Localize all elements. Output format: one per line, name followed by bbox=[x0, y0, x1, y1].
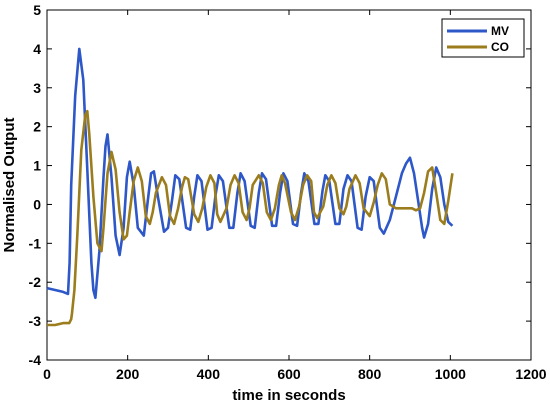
x-tick-label: 200 bbox=[116, 366, 140, 382]
x-tick-label: 0 bbox=[43, 366, 51, 382]
y-tick-label: 3 bbox=[33, 80, 41, 96]
x-tick-label: 600 bbox=[277, 366, 301, 382]
y-tick-label: -1 bbox=[29, 235, 42, 251]
x-axis-label: time in seconds bbox=[232, 387, 345, 404]
y-tick-label: 5 bbox=[33, 2, 41, 18]
x-tick-label: 1200 bbox=[515, 366, 546, 382]
series-layer bbox=[46, 47, 454, 327]
legend-entry-mv: MV bbox=[491, 24, 509, 38]
y-axis-label: Normalised Output bbox=[1, 117, 18, 252]
ticks-layer: 0 200 400 600 800 1000 1200 -4 -3 -2 -1 0 1 2 3 4 5 bbox=[29, 2, 547, 382]
series-line-co bbox=[47, 109, 454, 327]
legend: MV CO bbox=[441, 18, 525, 58]
x-tick-label: 800 bbox=[358, 366, 382, 382]
y-tick-label: 4 bbox=[33, 41, 41, 57]
y-tick-label: -4 bbox=[29, 352, 42, 368]
y-tick-label: 0 bbox=[33, 196, 41, 212]
y-tick-label: 2 bbox=[33, 119, 41, 135]
x-tick-label: 1000 bbox=[435, 366, 466, 382]
y-tick-label: 1 bbox=[33, 158, 41, 174]
legend-box bbox=[441, 18, 525, 58]
legend-entry-co: CO bbox=[491, 40, 509, 54]
y-tick-label: -3 bbox=[29, 313, 42, 329]
x-tick-label: 400 bbox=[197, 366, 221, 382]
series-line-mv bbox=[46, 47, 454, 300]
y-tick-label: -2 bbox=[29, 274, 42, 290]
